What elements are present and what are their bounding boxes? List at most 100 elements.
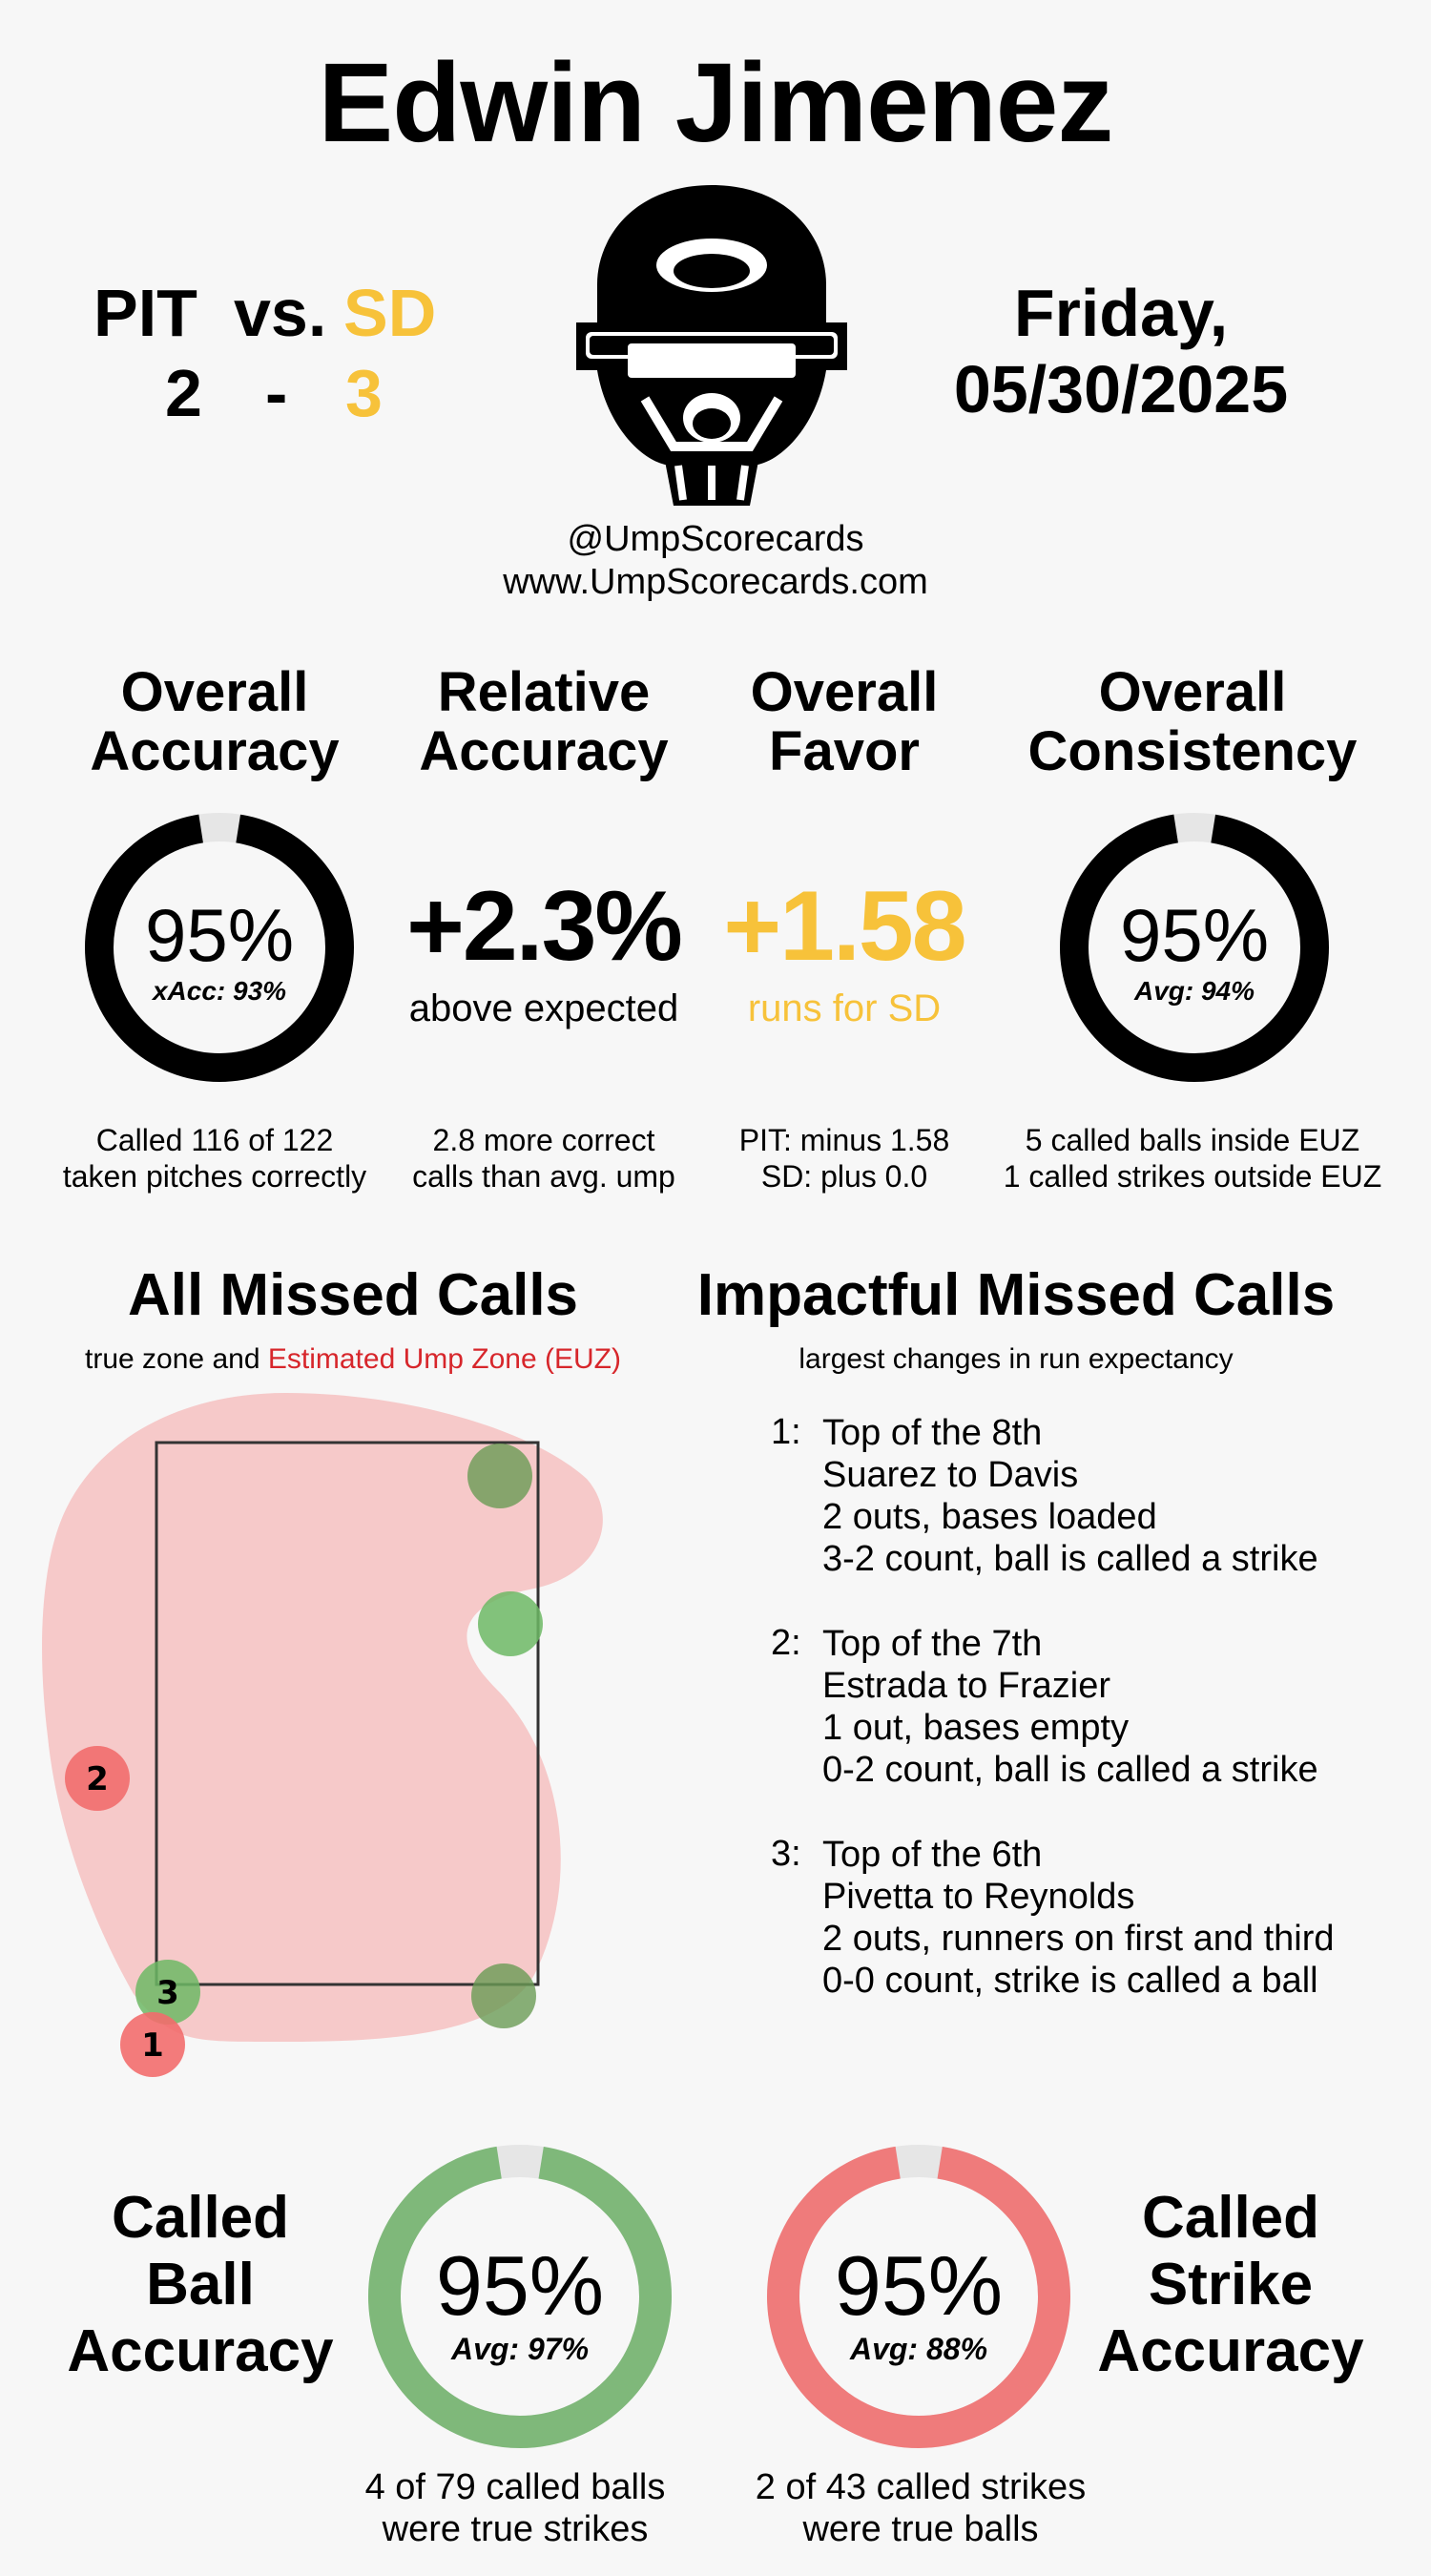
vs-text: vs.: [234, 276, 327, 350]
missed-call-dot: [471, 1963, 536, 2028]
relative-accuracy-title: Relative Accuracy: [382, 663, 706, 781]
impactful-call: 3-2 count, ball is called a strike: [822, 1539, 1318, 1579]
impactful-item: 1: Top of the 8th Suarez to Davis 2 outs…: [771, 1412, 1420, 1623]
impactful-item-num: 1:: [771, 1412, 801, 1452]
called-ball-label-2: Ball: [146, 2252, 255, 2317]
overall-accuracy-title-1: Overall: [120, 661, 309, 723]
called-ball-label: Called Ball Accuracy: [38, 2185, 363, 2385]
missed-call-dot-2: [65, 1746, 130, 1811]
impactful-inning: Top of the 6th: [822, 1835, 1043, 1875]
away-score: 2: [165, 356, 202, 430]
called-ball-label-3: Accuracy: [67, 2318, 334, 2384]
website: www.UmpScorecards.com: [503, 562, 928, 602]
overall-consistency-title: Overall Consistency: [992, 663, 1393, 781]
impactful-title: Impactful Missed Calls: [696, 1262, 1336, 1328]
relative-accuracy-foot-1: 2.8 more correct: [432, 1123, 655, 1157]
missed-call-dot-1: [120, 2012, 185, 2077]
called-strike-label-2: Strike: [1148, 2252, 1314, 2317]
overall-accuracy-ring: [85, 813, 354, 1082]
missed-calls-plot: 2 1 3: [42, 1393, 603, 2077]
overall-accuracy-foot-2: taken pitches correctly: [62, 1159, 367, 1194]
overall-favor-foot-2: SD: plus 0.0: [760, 1159, 928, 1194]
impactful-matchup: Suarez to Davis: [822, 1455, 1079, 1495]
called-ball-arc: [368, 2145, 672, 2448]
game-date: 05/30/2025: [953, 352, 1289, 426]
called-strike-label-1: Called: [1141, 2185, 1320, 2251]
impactful-list: 1: Top of the 8th Suarez to Davis 2 outs…: [771, 1412, 1420, 2045]
called-strike-value: 95%: [834, 2238, 1004, 2333]
overall-consistency-avg: Avg: 94%: [1133, 976, 1255, 1006]
impactful-matchup: Pivetta to Reynolds: [822, 1877, 1135, 1917]
missed-call-label-2: 2: [86, 1760, 109, 1798]
called-strike-avg: Avg: 88%: [849, 2332, 988, 2366]
overall-consistency-title-1: Overall: [1098, 661, 1287, 723]
called-strike-label: Called Strike Accuracy: [1068, 2185, 1393, 2385]
missed-call-dot: [478, 1591, 543, 1656]
relative-accuracy-title-2: Accuracy: [419, 720, 669, 782]
overall-consistency-ring: [1060, 813, 1329, 1082]
called-ball-label-1: Called: [111, 2185, 290, 2251]
overall-favor-title-2: Favor: [769, 720, 920, 782]
relative-accuracy-sub: above expected: [408, 987, 679, 1029]
impactful-inning: Top of the 8th: [822, 1413, 1043, 1453]
impactful-situation: 2 outs, bases loaded: [822, 1497, 1157, 1537]
called-ball-foot-2: were true strikes: [382, 2509, 649, 2549]
overall-accuracy-title-2: Accuracy: [90, 720, 340, 782]
impactful-matchup: Estrada to Frazier: [822, 1666, 1110, 1706]
overall-accuracy-title: Overall Accuracy: [38, 663, 391, 781]
home-team: SD: [343, 276, 437, 350]
overall-accuracy-foot-1: Called 116 of 122: [95, 1123, 334, 1157]
impactful-call: 0-2 count, ball is called a strike: [822, 1750, 1318, 1790]
overall-consistency-title-2: Consistency: [1027, 720, 1358, 782]
relative-accuracy-value: +2.3%: [406, 871, 683, 982]
umpire-mask-icon: [576, 185, 847, 506]
called-ball-foot-1: 4 of 79 called balls: [364, 2467, 666, 2507]
game-day: Friday,: [1013, 276, 1229, 350]
social-handle: @UmpScorecards: [567, 519, 864, 559]
missed-call-dot-3: [135, 1960, 200, 2025]
overall-accuracy-arc: [85, 813, 354, 1082]
overall-favor-title-1: Overall: [750, 661, 939, 723]
relative-accuracy-foot-2: calls than avg. ump: [412, 1159, 675, 1194]
umpire-name: Edwin Jimenez: [318, 40, 1114, 166]
called-ball-value: 95%: [435, 2238, 605, 2333]
missed-call-label-1: 1: [141, 2026, 164, 2065]
impactful-situation: 2 outs, runners on first and third: [822, 1919, 1335, 1959]
called-strike-label-3: Accuracy: [1097, 2318, 1364, 2384]
called-ball-avg: Avg: 97%: [450, 2332, 590, 2366]
overall-favor-foot-1: PIT: minus 1.58: [738, 1123, 950, 1157]
overall-accuracy-value: 95%: [144, 893, 295, 977]
called-strike-foot-1: 2 of 43 called strikes: [755, 2467, 1087, 2507]
overall-favor-sub: runs for SD: [747, 987, 942, 1029]
overall-accuracy-xacc: xAcc: 93%: [152, 976, 287, 1006]
missed-call-dot: [467, 1444, 532, 1508]
overall-consistency-value: 95%: [1119, 893, 1270, 977]
missed-calls-title: All Missed Calls: [127, 1262, 579, 1328]
missed-call-label-3: 3: [156, 1974, 179, 2012]
impactful-situation: 1 out, bases empty: [822, 1708, 1130, 1748]
impactful-item: 2: Top of the 7th Estrada to Frazier 1 o…: [771, 1623, 1420, 1834]
missed-calls-subtitle: true zone and Estimated Ump Zone (EUZ): [19, 1343, 687, 1376]
impactful-item-num: 3:: [771, 1834, 801, 1874]
overall-favor-value: +1.58: [723, 871, 966, 982]
overall-consistency-foot-2: 1 called strikes outside EUZ: [1003, 1159, 1382, 1194]
impactful-inning: Top of the 7th: [822, 1624, 1043, 1664]
called-strike-foot-2: were true balls: [802, 2509, 1039, 2549]
away-team: PIT: [93, 276, 197, 350]
home-score: 3: [345, 356, 383, 430]
overall-favor-title: Overall Favor: [696, 663, 992, 781]
euz-shape: [42, 1393, 603, 2042]
called-strike-ring: [767, 2145, 1070, 2448]
called-strike-arc: [767, 2145, 1070, 2448]
strike-zone: [155, 1441, 540, 1986]
score-dash: -: [265, 356, 288, 430]
impactful-subtitle: largest changes in run expectancy: [798, 1343, 1234, 1375]
impactful-call: 0-0 count, strike is called a ball: [822, 1961, 1318, 2001]
overall-consistency-arc: [1060, 813, 1329, 1082]
euz-label: Estimated Ump Zone (EUZ): [267, 1343, 621, 1375]
missed-calls-sub-1: true zone and: [85, 1343, 260, 1375]
relative-accuracy-title-1: Relative: [437, 661, 651, 723]
called-ball-ring: [368, 2145, 672, 2448]
overall-consistency-foot-1: 5 called balls inside EUZ: [1025, 1123, 1360, 1157]
impactful-item: 3: Top of the 6th Pivetta to Reynolds 2 …: [771, 1834, 1420, 2045]
